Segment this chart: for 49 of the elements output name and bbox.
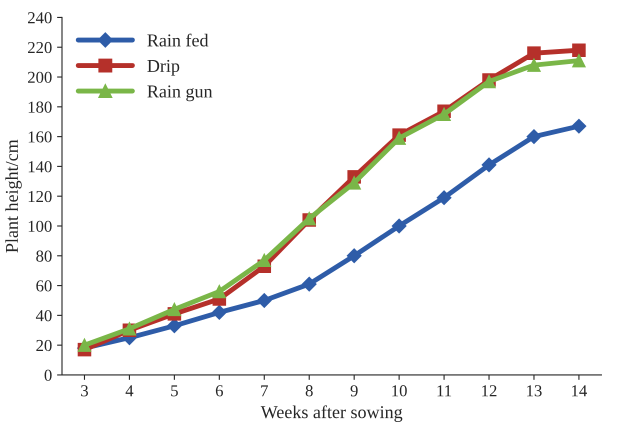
point xyxy=(168,302,182,316)
point xyxy=(78,338,92,352)
point xyxy=(436,190,452,206)
x-tick-label: 7 xyxy=(261,385,268,396)
x-tick-label: 8 xyxy=(306,385,313,396)
point xyxy=(482,158,496,172)
y-tick-label: 20 xyxy=(36,340,52,352)
point xyxy=(392,218,407,234)
point xyxy=(347,176,361,190)
point xyxy=(212,305,227,320)
y-tick-label: 200 xyxy=(28,72,52,83)
point xyxy=(346,248,362,264)
legend-label: Rain fed xyxy=(147,34,208,47)
point xyxy=(527,46,541,60)
y-tick-label: 80 xyxy=(36,250,52,262)
legend-label: Drip xyxy=(147,60,180,76)
point xyxy=(572,118,586,134)
point xyxy=(302,276,317,292)
y-tick-label: 60 xyxy=(36,280,52,292)
x-tick-label: 9 xyxy=(350,385,358,396)
y-tick-label: 140 xyxy=(28,161,52,172)
x-tick-label: 12 xyxy=(482,385,496,396)
x-tick-label: 4 xyxy=(126,385,134,396)
y-tick-label: 180 xyxy=(28,102,52,113)
x-tick-label: 11 xyxy=(438,385,452,396)
point xyxy=(437,108,451,122)
y-tick-label: 240 xyxy=(28,12,52,24)
x-tick-label: 10 xyxy=(392,385,407,396)
x-axis-title: Weeks after sowing xyxy=(260,405,402,422)
point xyxy=(572,43,586,57)
x-tick-label: 3 xyxy=(81,385,88,396)
y-tick-label: 120 xyxy=(28,190,52,202)
y-tick-label: 40 xyxy=(36,310,52,322)
y-tick-label: 160 xyxy=(28,131,52,143)
x-tick-label: 5 xyxy=(171,385,178,396)
y-tick-label: 0 xyxy=(44,370,52,381)
y-tick-label: 100 xyxy=(28,220,52,232)
x-tick-label: 14 xyxy=(572,385,587,396)
y-axis-title: Plant height/cm xyxy=(5,140,22,253)
x-tick-label: 13 xyxy=(527,385,542,396)
point xyxy=(527,58,541,72)
legend-label: Rain gun xyxy=(147,85,212,102)
point xyxy=(258,253,272,268)
point xyxy=(212,284,226,298)
point xyxy=(526,129,542,144)
x-tick-label: 6 xyxy=(216,385,223,396)
point xyxy=(256,293,272,308)
point xyxy=(572,54,586,68)
y-tick-label: 220 xyxy=(28,42,52,54)
